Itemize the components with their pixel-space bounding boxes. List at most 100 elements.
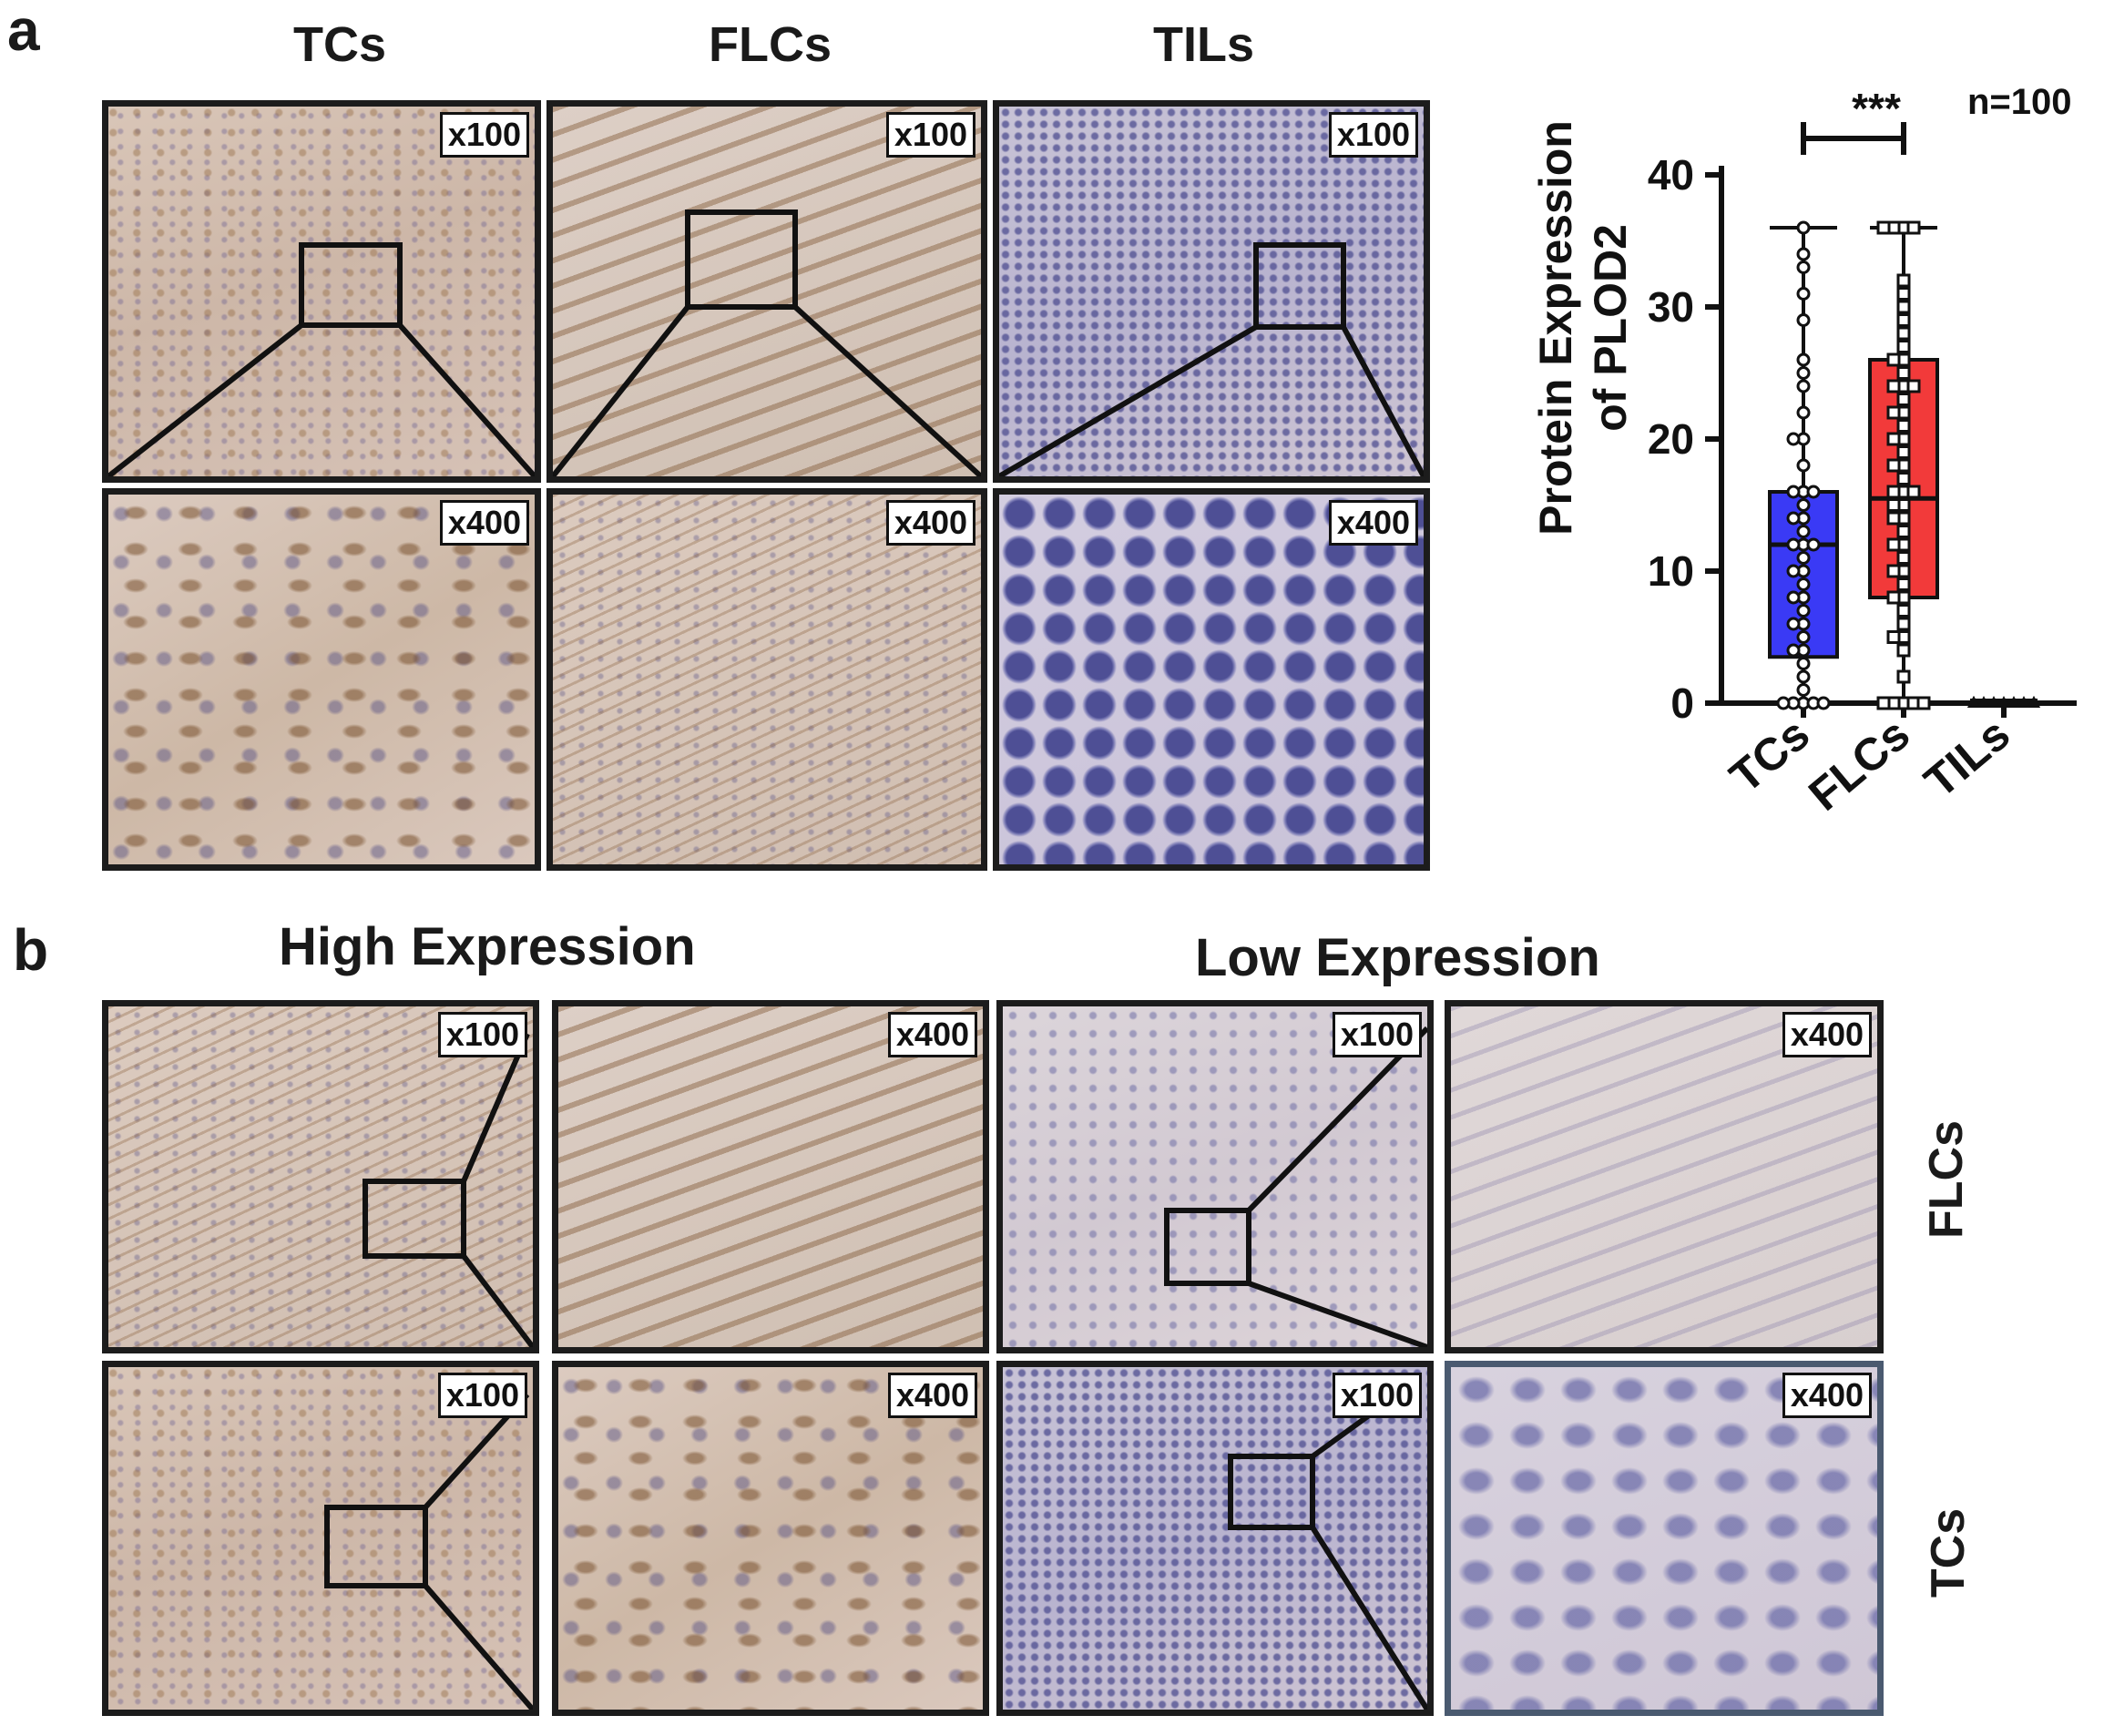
data-point bbox=[1896, 366, 1911, 380]
data-point bbox=[1886, 405, 1901, 420]
data-point bbox=[1896, 472, 1911, 485]
magnification-badge: x100 bbox=[439, 112, 529, 158]
data-point bbox=[1896, 577, 1911, 591]
micrograph-tils-x400: x400 bbox=[993, 488, 1430, 871]
magnification-badge: x100 bbox=[437, 1012, 527, 1057]
data-point bbox=[1906, 485, 1921, 499]
data-point bbox=[2007, 696, 2020, 708]
magnification-badge: x400 bbox=[1328, 500, 1418, 546]
magnification-badge: x100 bbox=[1332, 1373, 1422, 1418]
data-point bbox=[1896, 300, 1911, 314]
data-point bbox=[1796, 525, 1811, 538]
data-point bbox=[1786, 643, 1801, 658]
data-point bbox=[1796, 405, 1811, 420]
data-point bbox=[1896, 643, 1911, 658]
data-point bbox=[1796, 287, 1811, 301]
data-point bbox=[1896, 273, 1911, 288]
group-header-high: High Expression bbox=[279, 917, 696, 976]
row-label-tcs: TCs bbox=[1922, 1507, 1975, 1598]
zoom-inset-lines bbox=[553, 209, 981, 476]
data-point bbox=[1997, 696, 2010, 708]
data-point bbox=[1796, 313, 1811, 327]
micrograph-tils-x100: x100 bbox=[993, 100, 1430, 483]
micrograph-tcs-x400: x400 bbox=[102, 488, 541, 871]
data-point bbox=[1796, 577, 1811, 591]
group-header-low: Low Expression bbox=[1195, 928, 1600, 987]
y-tick-label: 40 bbox=[1648, 151, 1694, 199]
data-point bbox=[1796, 683, 1811, 697]
data-point bbox=[1806, 537, 1821, 552]
micrograph-tcs-x100: x100 bbox=[102, 100, 541, 483]
col-header-flcs: FLCs bbox=[709, 17, 832, 72]
row-label-flcs: FLCs bbox=[1920, 1120, 1973, 1239]
y-axis-label-line1: Protein Expression bbox=[1530, 120, 1581, 536]
data-point bbox=[1776, 696, 1791, 710]
data-point bbox=[1896, 419, 1911, 433]
data-point bbox=[1886, 432, 1901, 446]
data-point bbox=[1896, 287, 1911, 301]
data-point bbox=[1886, 511, 1901, 526]
magnification-badge: x100 bbox=[1332, 1012, 1422, 1057]
magnification-badge: x400 bbox=[1782, 1012, 1872, 1057]
zoom-inset-lines bbox=[108, 242, 535, 476]
data-point bbox=[1896, 604, 1911, 618]
micrograph-low-tcs-x100: x100 bbox=[996, 1361, 1434, 1716]
data-point bbox=[1796, 630, 1811, 644]
micrograph-low-flcs-x400: x400 bbox=[1445, 1000, 1884, 1353]
y-tick-label: 20 bbox=[1648, 415, 1694, 463]
data-point bbox=[1906, 220, 1921, 235]
data-point bbox=[1796, 220, 1811, 235]
data-point bbox=[1796, 260, 1811, 274]
data-point bbox=[1886, 630, 1901, 644]
data-point bbox=[1796, 551, 1811, 565]
zoom-inset-lines bbox=[1228, 1401, 1427, 1710]
data-point bbox=[1796, 458, 1811, 473]
data-point bbox=[1796, 247, 1811, 261]
data-point bbox=[1886, 458, 1901, 473]
zoom-inset-lines bbox=[363, 1032, 533, 1347]
data-point bbox=[1886, 352, 1901, 367]
magnification-badge: x400 bbox=[887, 1012, 977, 1057]
data-point bbox=[1796, 498, 1811, 512]
magnification-badge: x400 bbox=[439, 500, 529, 546]
data-point bbox=[2017, 696, 2030, 708]
data-point bbox=[1796, 379, 1811, 393]
micrograph-low-flcs-x100: x100 bbox=[996, 1000, 1434, 1353]
significance-label: *** bbox=[1852, 85, 1901, 132]
data-point bbox=[1886, 590, 1901, 605]
zoom-inset-lines bbox=[324, 1392, 533, 1710]
data-point bbox=[1786, 617, 1801, 631]
data-point bbox=[1786, 485, 1801, 499]
magnification-badge: x100 bbox=[885, 112, 975, 158]
data-point bbox=[1786, 511, 1801, 526]
magnification-badge: x400 bbox=[1782, 1373, 1872, 1418]
data-point bbox=[1967, 696, 1980, 708]
magnification-badge: x400 bbox=[885, 500, 975, 546]
panel-a-letter: a bbox=[7, 0, 40, 63]
data-point bbox=[1786, 537, 1801, 552]
micrograph-high-flcs-x100: x100 bbox=[102, 1000, 539, 1353]
data-point bbox=[1896, 525, 1911, 538]
data-point bbox=[1987, 696, 2000, 708]
magnification-badge: x400 bbox=[887, 1373, 977, 1418]
micrograph-high-tcs-x100: x100 bbox=[102, 1361, 539, 1716]
data-point bbox=[1977, 696, 1990, 708]
x-tick-label-tils: TILs bbox=[1915, 709, 2019, 808]
data-point bbox=[1886, 537, 1901, 552]
data-point bbox=[1886, 379, 1901, 393]
data-point bbox=[1896, 445, 1911, 459]
data-point bbox=[2027, 696, 2040, 708]
micrograph-flcs-x400: x400 bbox=[546, 488, 987, 871]
data-point bbox=[1886, 485, 1901, 499]
data-point bbox=[1796, 657, 1811, 670]
micrograph-high-tcs-x400: x400 bbox=[552, 1361, 989, 1716]
data-point bbox=[1896, 326, 1911, 341]
data-point bbox=[1806, 485, 1821, 499]
y-tick-label: 30 bbox=[1648, 283, 1694, 331]
y-axis-label-line2: of PLOD2 bbox=[1585, 224, 1636, 432]
data-point bbox=[1896, 669, 1911, 684]
y-tick-label: 10 bbox=[1648, 547, 1694, 595]
panel-b-letter: b bbox=[13, 917, 49, 983]
micrograph-low-tcs-x400: x400 bbox=[1445, 1361, 1884, 1716]
data-point bbox=[1796, 604, 1811, 618]
